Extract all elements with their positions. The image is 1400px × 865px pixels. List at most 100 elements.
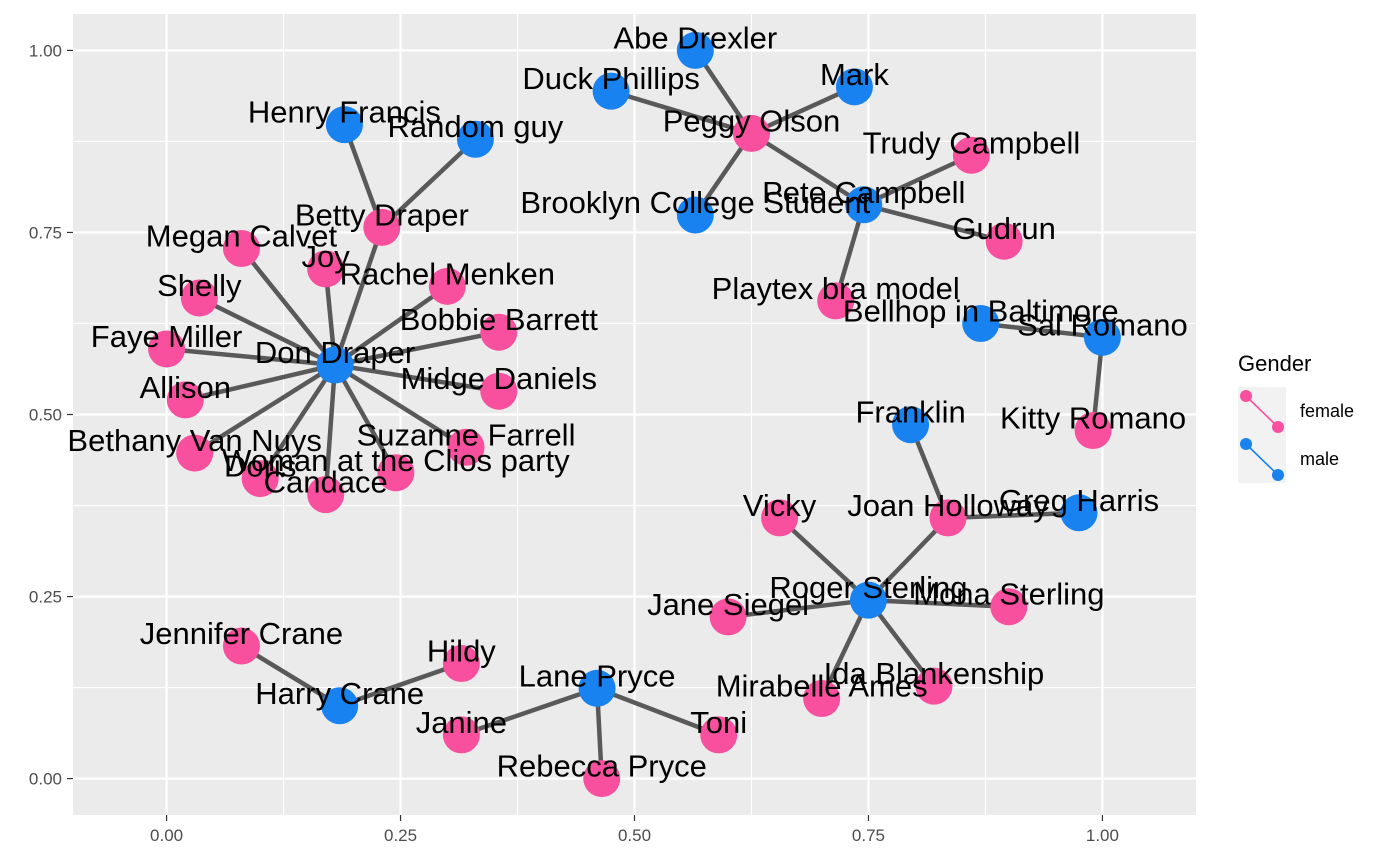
- y-tick-label: 0.25: [29, 588, 62, 607]
- node-label: Harry Crane: [255, 676, 424, 711]
- network-edge: [239, 247, 337, 367]
- network-edge: [868, 597, 1009, 609]
- node-point: [835, 68, 873, 106]
- node-label: Rachel Menken: [340, 256, 555, 291]
- node-labels-layer: Abe Drexler Duck Phillips Mark Peggy Olson T…: [67, 20, 1187, 783]
- node-point: [222, 627, 260, 665]
- node-label: Betty Draper: [295, 197, 469, 232]
- x-tick-label: 0.25: [384, 826, 417, 845]
- legend-label: male: [1300, 449, 1339, 469]
- network-edge: [610, 89, 753, 136]
- network-edge: [240, 644, 341, 708]
- network-edge: [198, 295, 337, 368]
- node-point: [321, 687, 359, 725]
- node-point: [377, 454, 415, 492]
- node-point: [180, 279, 218, 317]
- node-point: [676, 196, 714, 234]
- network-edge: [460, 686, 598, 738]
- node-label: Mona Sterling: [913, 577, 1104, 612]
- legend-key-point: [1240, 390, 1252, 402]
- node-point: [241, 460, 279, 498]
- y-tick-label: 0.00: [29, 770, 62, 789]
- y-tick-label: 0.75: [29, 223, 62, 242]
- legend-label: female: [1300, 401, 1354, 421]
- node-label: Doris: [224, 449, 296, 484]
- node-label: Hildy: [427, 634, 496, 669]
- node-label: Abe Drexler: [613, 20, 777, 55]
- node-point: [307, 476, 345, 514]
- node-point: [480, 313, 518, 351]
- x-tick-label: 0.75: [852, 826, 885, 845]
- node-label: Don Draper: [255, 335, 415, 370]
- node-label: Mark: [820, 57, 889, 92]
- node-point: [985, 222, 1023, 260]
- node-label: Rebecca Pryce: [497, 749, 707, 784]
- network-edge: [866, 516, 950, 602]
- node-label: Lane Pryce: [519, 658, 676, 693]
- node-label: Sal Romano: [1017, 307, 1188, 342]
- node-label: Mirabelle Ames: [716, 668, 928, 703]
- node-point: [732, 114, 770, 152]
- node-label: Joy: [302, 239, 351, 274]
- node-label: Janine: [416, 705, 507, 740]
- node-label: Candace: [264, 465, 388, 500]
- node-point: [480, 372, 518, 410]
- node-point: [1074, 412, 1112, 450]
- node-point: [447, 428, 485, 466]
- nodes-layer: [148, 31, 1121, 798]
- x-axis: 0.00 0.25 0.50 0.75 1.00: [150, 815, 1119, 845]
- node-point: [761, 499, 799, 537]
- node-label: Brooklyn College Student: [520, 185, 870, 220]
- network-edge: [333, 363, 468, 450]
- legend-title: Gender: [1238, 351, 1311, 376]
- node-point: [952, 136, 990, 174]
- legend-key-point: [1240, 438, 1252, 450]
- node-label: Vicky: [743, 488, 817, 523]
- node-label: Toni: [690, 705, 747, 740]
- node-point: [307, 250, 345, 288]
- y-axis: 0.00 0.25 0.50 0.75 1.00: [29, 41, 73, 789]
- node-point: [1083, 318, 1121, 356]
- network-edge: [338, 661, 463, 708]
- node-point: [316, 346, 354, 384]
- node-point: [709, 598, 747, 636]
- node-point: [849, 581, 887, 619]
- network-edge: [166, 346, 336, 368]
- network-edge: [727, 597, 869, 620]
- network-edge: [334, 330, 500, 368]
- node-label: Duck Phillips: [522, 61, 699, 96]
- legend-key-point: [1272, 469, 1284, 481]
- node-point: [325, 106, 363, 144]
- network-edge: [258, 363, 337, 480]
- node-point: [915, 667, 953, 705]
- legend-keys: female male: [1238, 387, 1354, 483]
- node-point: [1060, 494, 1098, 532]
- node-label: Midge Daniels: [401, 361, 597, 396]
- node-point: [578, 669, 616, 707]
- network-edge: [334, 362, 500, 394]
- network-edge: [750, 84, 856, 136]
- network-edge: [750, 131, 865, 207]
- network-edge: [778, 516, 870, 602]
- node-point: [817, 282, 855, 320]
- node-label: Henry Francis: [248, 95, 441, 130]
- node-point: [148, 330, 186, 368]
- node-label: Bellhop in Baltimore: [843, 293, 1119, 328]
- x-tick-label: 0.50: [618, 826, 651, 845]
- network-edge: [193, 363, 337, 455]
- node-label: Suzanne Farrell: [357, 417, 576, 452]
- node-label: Megan Calvet: [146, 218, 338, 253]
- network-edge: [323, 364, 338, 495]
- node-point: [442, 645, 480, 683]
- network-edge: [380, 137, 477, 229]
- node-label: Jennifer Crane: [140, 616, 343, 651]
- node-label: Greg Harris: [999, 483, 1159, 518]
- node-label: Shelly: [157, 268, 242, 303]
- network-edge: [980, 321, 1103, 340]
- network-edge: [332, 226, 384, 366]
- node-label: Woman at the Clios party: [222, 443, 570, 478]
- node-label: Playtex bra model: [712, 271, 960, 306]
- node-label: Bethany Van Nuys: [67, 423, 321, 458]
- node-point: [962, 304, 1000, 342]
- node-point: [892, 406, 930, 444]
